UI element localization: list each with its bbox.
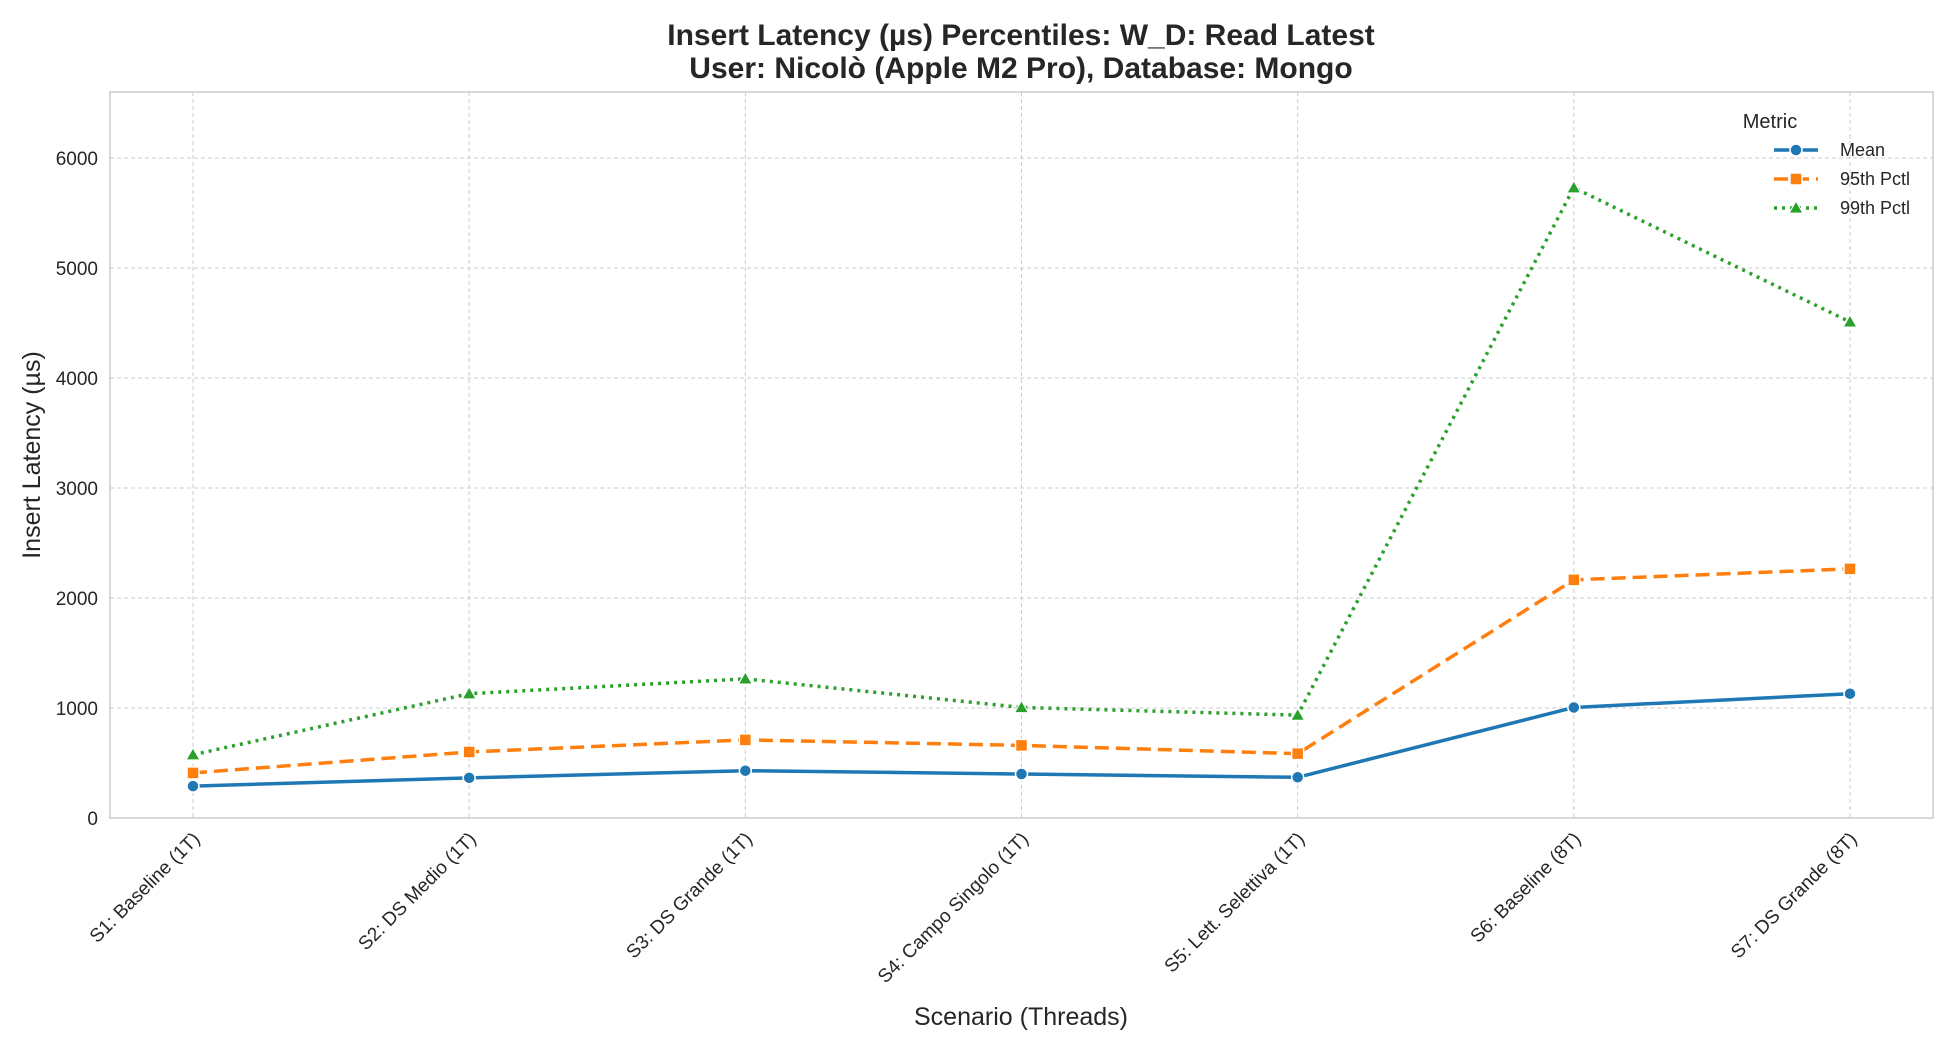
legend-title: Metric xyxy=(1743,111,1797,133)
x-tick-label: S6: Baseline (8T) xyxy=(1467,829,1586,948)
data-point-95th-pctl xyxy=(1290,746,1305,761)
data-point-95th-pctl xyxy=(1843,562,1857,576)
y-tick-label: 1000 xyxy=(56,699,98,720)
data-point-mean xyxy=(1014,767,1029,781)
data-point-95th-pctl xyxy=(462,745,476,759)
data-point-mean xyxy=(1567,700,1581,715)
legend: Metric Mean 95th Pctl 99th Pctl xyxy=(1743,111,1910,218)
x-tick-label: S5: Lett. Selettiva (1T) xyxy=(1161,829,1310,978)
x-tick-label: S1: Baseline (1T) xyxy=(86,829,205,948)
legend-marker-99th-pctl xyxy=(1787,199,1805,214)
data-point-99th-pctl xyxy=(1841,313,1859,328)
data-point-95th-pctl xyxy=(738,733,753,747)
x-tick-label: S7: DS Grande (8T) xyxy=(1727,829,1861,963)
y-tick-label: 3000 xyxy=(56,479,98,500)
chart-title-line1: Insert Latency (µs) Percentiles: W_D: Re… xyxy=(667,19,1375,52)
data-point-95th-pctl xyxy=(1567,573,1581,587)
legend-label-95th-pctl: 95th Pctl xyxy=(1840,169,1910,189)
data-point-99th-pctl xyxy=(1289,706,1306,722)
data-point-mean xyxy=(1290,770,1305,785)
data-point-mean xyxy=(738,763,753,778)
data-point-mean xyxy=(186,779,200,793)
legend-marker-95th-pctl xyxy=(1789,172,1803,186)
series-layer xyxy=(184,179,1859,793)
legend-label-mean: Mean xyxy=(1840,140,1885,160)
y-tick-label: 0 xyxy=(87,809,98,830)
y-tick-label: 6000 xyxy=(56,149,98,170)
y-tick-label: 2000 xyxy=(56,589,98,610)
legend-marker-mean xyxy=(1789,143,1803,157)
data-point-99th-pctl xyxy=(461,685,478,700)
data-point-95th-pctl xyxy=(186,766,200,780)
data-point-99th-pctl xyxy=(1013,699,1030,714)
y-tick-label: 4000 xyxy=(56,369,98,390)
axes-layer: 0 1000 2000 3000 4000 5000 6000 S1: Baseline (1… xyxy=(56,91,1934,988)
legend-label-99th-pctl: 99th Pctl xyxy=(1840,198,1910,218)
data-point-99th-pctl xyxy=(1565,179,1582,194)
x-axis-label: Scenario (Threads) xyxy=(914,1003,1128,1031)
data-point-99th-pctl xyxy=(184,746,202,761)
plot-frame xyxy=(109,91,1934,819)
y-axis-label: Insert Latency (µs) xyxy=(18,351,46,559)
data-point-mean xyxy=(1843,686,1857,701)
chart-title-line2: User: Nicolò (Apple M2 Pro), Database: M… xyxy=(689,52,1352,85)
y-tick-label: 5000 xyxy=(56,259,98,280)
x-tick-label: S4: Campo Singolo (1T) xyxy=(874,829,1033,988)
x-tick-label: S3: DS Grande (1T) xyxy=(623,829,757,963)
data-point-99th-pctl xyxy=(737,670,754,685)
x-tick-label: S2: DS Medio (1T) xyxy=(355,829,481,955)
data-point-mean xyxy=(462,771,476,785)
grid-layer xyxy=(110,92,1933,819)
data-point-95th-pctl xyxy=(1014,738,1029,753)
